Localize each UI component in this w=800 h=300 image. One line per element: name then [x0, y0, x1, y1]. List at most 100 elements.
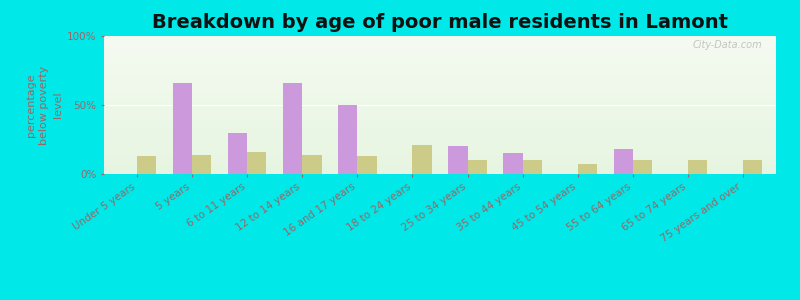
- Bar: [104, 111, 776, 112]
- Bar: [104, 64, 776, 65]
- Bar: [104, 95, 776, 96]
- Bar: [104, 112, 776, 113]
- Bar: [104, 109, 776, 110]
- Bar: [104, 44, 776, 45]
- Bar: [503, 153, 522, 174]
- Bar: [104, 150, 776, 151]
- Bar: [104, 79, 776, 80]
- Bar: [104, 165, 776, 166]
- Bar: [104, 113, 776, 114]
- Bar: [104, 67, 776, 68]
- Bar: [104, 102, 776, 103]
- Bar: [104, 154, 776, 155]
- Bar: [633, 160, 652, 174]
- Bar: [104, 88, 776, 89]
- Bar: [104, 128, 776, 129]
- Bar: [104, 162, 776, 163]
- Bar: [104, 36, 776, 37]
- Bar: [104, 126, 776, 127]
- Bar: [104, 66, 776, 67]
- Bar: [104, 140, 776, 141]
- Bar: [104, 71, 776, 72]
- Bar: [104, 100, 776, 101]
- Bar: [104, 138, 776, 139]
- Bar: [104, 46, 776, 47]
- Bar: [104, 92, 776, 93]
- Bar: [104, 52, 776, 53]
- Bar: [104, 110, 776, 111]
- Bar: [104, 56, 776, 57]
- Bar: [104, 74, 776, 75]
- Bar: [104, 73, 776, 74]
- Bar: [104, 120, 776, 121]
- Bar: [173, 83, 192, 174]
- Bar: [104, 42, 776, 43]
- Bar: [104, 91, 776, 92]
- Bar: [104, 148, 776, 149]
- Bar: [104, 155, 776, 156]
- Bar: [104, 83, 776, 84]
- Bar: [104, 93, 776, 94]
- Bar: [104, 57, 776, 58]
- Bar: [104, 41, 776, 42]
- Bar: [104, 116, 776, 117]
- Bar: [448, 146, 467, 174]
- Bar: [467, 160, 487, 174]
- Bar: [104, 118, 776, 119]
- Bar: [104, 115, 776, 116]
- Bar: [104, 119, 776, 120]
- Bar: [104, 96, 776, 97]
- Bar: [104, 134, 776, 135]
- Bar: [104, 133, 776, 134]
- Bar: [104, 121, 776, 122]
- Bar: [228, 133, 247, 174]
- Bar: [104, 129, 776, 130]
- Bar: [104, 45, 776, 46]
- Bar: [104, 55, 776, 56]
- Bar: [104, 146, 776, 147]
- Bar: [104, 40, 776, 41]
- Bar: [743, 160, 762, 174]
- Bar: [104, 106, 776, 107]
- Bar: [338, 105, 358, 174]
- Bar: [104, 98, 776, 99]
- Bar: [104, 170, 776, 171]
- Bar: [104, 38, 776, 39]
- Bar: [104, 59, 776, 60]
- Bar: [104, 124, 776, 125]
- Y-axis label: percentage
below poverty
level: percentage below poverty level: [26, 65, 62, 145]
- Bar: [104, 168, 776, 169]
- Bar: [104, 107, 776, 108]
- Bar: [104, 90, 776, 91]
- Bar: [104, 65, 776, 66]
- Bar: [283, 83, 302, 174]
- Bar: [522, 160, 542, 174]
- Bar: [104, 132, 776, 133]
- Bar: [104, 123, 776, 124]
- Bar: [104, 86, 776, 87]
- Bar: [104, 72, 776, 73]
- Bar: [104, 89, 776, 90]
- Bar: [104, 99, 776, 100]
- Bar: [104, 152, 776, 153]
- Bar: [104, 48, 776, 49]
- Bar: [104, 160, 776, 161]
- Bar: [104, 108, 776, 109]
- Bar: [104, 149, 776, 150]
- Bar: [104, 137, 776, 138]
- Bar: [104, 75, 776, 76]
- Bar: [104, 103, 776, 104]
- Bar: [104, 105, 776, 106]
- Bar: [104, 147, 776, 148]
- Bar: [104, 43, 776, 44]
- Bar: [358, 156, 377, 174]
- Bar: [104, 69, 776, 70]
- Bar: [104, 78, 776, 79]
- Bar: [104, 68, 776, 69]
- Bar: [104, 61, 776, 62]
- Bar: [104, 158, 776, 159]
- Bar: [104, 136, 776, 137]
- Bar: [104, 153, 776, 154]
- Bar: [104, 169, 776, 170]
- Bar: [104, 151, 776, 152]
